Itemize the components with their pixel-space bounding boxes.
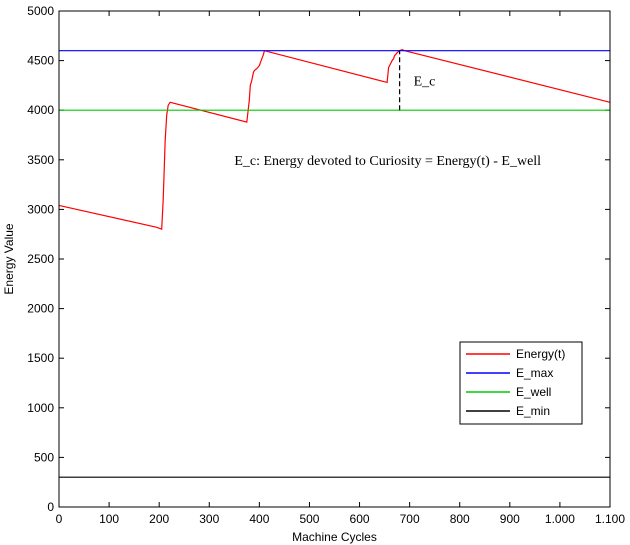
y-tick-label: 5000 <box>27 4 54 18</box>
ec-definition: E_c: Energy devoted to Curiosity = Energ… <box>234 154 541 169</box>
plot-frame <box>58 10 611 508</box>
series-line-energy-t <box>58 49 611 231</box>
legend-label-e-max: E_max <box>516 366 553 380</box>
x-tick-label: 500 <box>299 512 319 526</box>
y-tick-label: 4500 <box>27 54 54 68</box>
legend-label-e-well: E_well <box>516 385 551 399</box>
x-tick-label: 400 <box>249 512 269 526</box>
legend: Energy(t) E_max E_well E_min <box>459 341 583 425</box>
x-tick-label: 300 <box>199 512 219 526</box>
x-axis-title: Machine Cycles <box>292 530 377 544</box>
y-tick-label: 2000 <box>27 302 54 316</box>
x-tick-label: 0 <box>56 512 63 526</box>
legend-label-energy-t: Energy(t) <box>516 347 565 361</box>
y-tick-label: 0 <box>47 500 54 514</box>
y-tick-label: 4000 <box>27 103 54 117</box>
x-tick-label: 100 <box>99 512 119 526</box>
y-tick-label: 1500 <box>27 351 54 365</box>
annotations: E_c E_c: Energy devoted to Curiosity = En… <box>234 50 541 169</box>
y-tick-label: 500 <box>34 450 54 464</box>
y-axis-title: Energy Value <box>2 223 16 294</box>
x-axis-ticks: 0 100 200 300 400 500 600 700 800 900 1.000 1.100 <box>56 11 625 526</box>
x-tick-label: 1.000 <box>545 512 575 526</box>
legend-label-e-min: E_min <box>516 404 550 418</box>
y-axis-ticks: 0 500 1000 1500 2000 2500 3000 3500 4000 4500 5000 <box>27 4 610 514</box>
y-tick-label: 1000 <box>27 401 54 415</box>
series-lines <box>58 49 611 478</box>
x-tick-label: 700 <box>400 512 420 526</box>
x-tick-label: 200 <box>149 512 169 526</box>
x-tick-label: 600 <box>350 512 370 526</box>
x-tick-label: 1.100 <box>595 512 625 526</box>
y-tick-label: 2500 <box>27 252 54 266</box>
x-tick-label: 900 <box>500 512 520 526</box>
y-tick-label: 3500 <box>27 153 54 167</box>
ec-label: E_c <box>414 74 436 89</box>
y-tick-label: 3000 <box>27 202 54 216</box>
x-tick-label: 800 <box>450 512 470 526</box>
